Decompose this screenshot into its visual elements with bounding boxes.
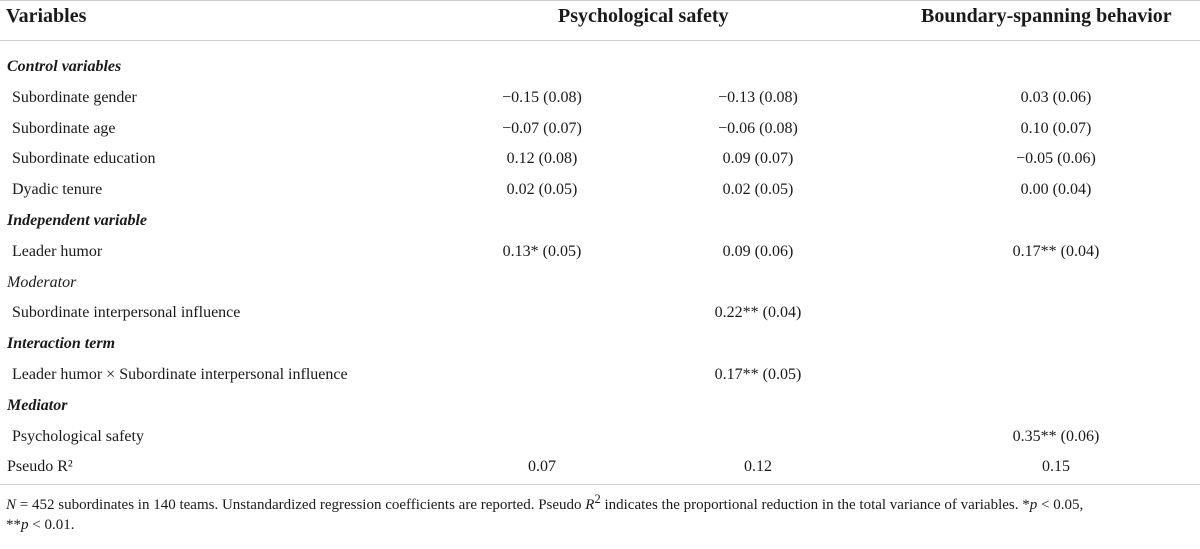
table-row: Subordinate gender −0.15 (0.08) −0.13 (0.0… [0, 83, 1200, 113]
table-row: Psychological safety 0.35** (0.06) [0, 422, 1200, 452]
table-row: Dyadic tenure 0.02 (0.05) 0.02 (0.05) 0.00 … [0, 175, 1200, 205]
row-label: Psychological safety [12, 427, 144, 445]
table-row: Subordinate interpersonal influence 0.22*… [0, 298, 1200, 328]
table-row: Control variables [0, 52, 1200, 82]
note-text-4: ** [6, 517, 21, 533]
section-label: Mediator [7, 396, 68, 414]
cell-ps-model1: −0.15 (0.08) [502, 88, 582, 106]
note-r: R [585, 497, 595, 513]
table-row: Subordinate education 0.12 (0.08) 0.09 (0.… [0, 144, 1200, 174]
section-label: Independent variable [7, 212, 147, 229]
row-label: Subordinate interpersonal influence [12, 304, 241, 322]
cell-bsb: 0.00 (0.04) [1020, 181, 1092, 199]
cell-ps-model2: 0.12 [744, 458, 772, 476]
row-label: Subordinate gender [12, 88, 137, 106]
cell-ps-model1: 0.02 (0.05) [506, 181, 578, 199]
cell-bsb: 0.03 (0.06) [1020, 88, 1092, 106]
note-p-1: p [1029, 497, 1038, 513]
row-label: Leader humor [12, 242, 103, 260]
section-label: Moderator [7, 273, 77, 291]
cell-ps-model2: −0.06 (0.08) [718, 119, 798, 137]
note-n: N [6, 497, 17, 513]
cell-ps-model2: 0.09 (0.06) [722, 242, 794, 260]
header-rule [0, 40, 1200, 41]
cell-bsb: 0.15 [1042, 458, 1070, 476]
cell-ps-model2: 0.09 (0.07) [722, 150, 794, 168]
table-row: Mediator [0, 391, 1200, 421]
cell-ps-model1: −0.07 (0.07) [502, 119, 582, 137]
note-text-5: < 0.01. [28, 517, 75, 533]
table-row: Subordinate age −0.07 (0.07) −0.06 (0.08) 0… [0, 114, 1200, 144]
row-label: Dyadic tenure [12, 181, 103, 199]
section-label: Control variables [7, 58, 122, 75]
row-label: Subordinate education [12, 150, 156, 168]
row-label: Leader humor × Subordinate interpersonal… [12, 366, 348, 383]
table-row: Moderator [0, 268, 1200, 298]
header-boundary-spanning: Boundary-spanning behavior [921, 5, 1172, 27]
section-label: Interaction term [7, 335, 116, 353]
header-variables: Variables [6, 5, 87, 27]
note-p-2: p [21, 517, 29, 533]
cell-bsb: 0.17** (0.04) [1012, 242, 1100, 260]
cell-ps-model1: 0.12 (0.08) [506, 150, 578, 168]
cell-ps-model1: 0.07 [528, 458, 556, 476]
cell-bsb: −0.05 (0.06) [1016, 150, 1096, 168]
table-row: Pseudo R² 0.07 0.12 0.15 [0, 452, 1200, 482]
row-label: Subordinate age [12, 119, 116, 137]
cell-ps-model2: 0.02 (0.05) [722, 181, 794, 199]
row-label: Pseudo R² [7, 458, 73, 476]
cell-ps-model2: 0.22** (0.04) [714, 304, 802, 322]
note-text-2: indicates the proportional reduction in … [600, 497, 1030, 513]
note-sup: 2 [594, 492, 601, 506]
cell-bsb: 0.35** (0.06) [1012, 427, 1100, 445]
table-row: Leader humor 0.13* (0.05) 0.09 (0.06) 0.17*… [0, 237, 1200, 267]
cell-bsb: 0.10 (0.07) [1020, 119, 1092, 137]
note-text-3: < 0.05, [1037, 497, 1084, 513]
table-bottom-rule [0, 484, 1200, 485]
table-row: Interaction term [0, 329, 1200, 359]
header-psychological-safety: Psychological safety [558, 5, 729, 27]
table-row: Independent variable [0, 206, 1200, 236]
cell-ps-model1: 0.13* (0.05) [502, 242, 582, 260]
table-top-rule [0, 0, 1200, 1]
table-row: Leader humor × Subordinate interpersonal… [0, 360, 1200, 390]
cell-ps-model2: −0.13 (0.08) [718, 88, 798, 106]
cell-ps-model2: 0.17** (0.05) [714, 366, 802, 383]
note-text-1: = 452 subordinates in 140 teams. Unstand… [16, 497, 586, 513]
table-note: N = 452 subordinates in 140 teams. Unsta… [6, 489, 1194, 535]
